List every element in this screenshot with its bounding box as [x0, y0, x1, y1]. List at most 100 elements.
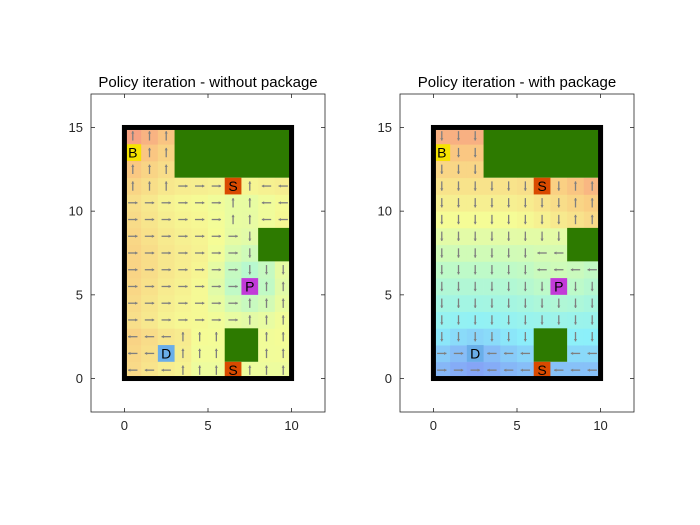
- policy-arrow-up: [181, 348, 185, 359]
- policy-arrow-down: [557, 214, 561, 225]
- x-tick-label: 10: [593, 418, 607, 433]
- policy-arrow-right: [437, 351, 447, 356]
- policy-arrow-down: [523, 181, 527, 191]
- policy-arrow-right: [144, 201, 155, 205]
- policy-arrow-right: [228, 284, 238, 289]
- policy-arrow-down: [490, 181, 494, 191]
- policy-arrow-down: [523, 281, 527, 292]
- policy-arrow-right: [144, 301, 155, 305]
- policy-arrow-left: [144, 368, 155, 372]
- grid-marker-b: B: [433, 144, 451, 161]
- policy-arrow-down: [507, 248, 511, 258]
- policy-arrow-down: [440, 131, 444, 141]
- policy-arrow-up: [147, 164, 152, 174]
- policy-arrow-right: [128, 217, 138, 222]
- grid-marker-s: S: [224, 361, 242, 379]
- policy-arrow-down: [456, 265, 461, 275]
- grid-marker-s: S: [533, 177, 551, 195]
- marker-label: S: [537, 178, 546, 194]
- policy-arrow-up: [590, 214, 594, 225]
- grid-marker-s: S: [224, 177, 242, 195]
- policy-arrow-left: [278, 184, 288, 188]
- policy-arrow-up: [214, 365, 218, 375]
- policy-arrow-up: [214, 348, 218, 359]
- policy-arrow-left: [570, 351, 581, 356]
- policy-arrow-left: [128, 335, 138, 339]
- policy-arrow-up: [231, 198, 235, 208]
- policy-arrow-down: [590, 315, 594, 325]
- policy-arrow-down: [507, 315, 511, 325]
- policy-arrow-right: [128, 268, 138, 272]
- policy-arrow-left: [570, 368, 581, 372]
- policy-arrow-left: [503, 351, 514, 356]
- policy-arrow-down: [473, 214, 477, 225]
- policy-arrow-right: [453, 351, 464, 356]
- policy-arrow-up: [281, 281, 285, 292]
- policy-arrow-down: [507, 298, 511, 308]
- policy-arrow-up: [248, 365, 252, 375]
- policy-arrow-up: [590, 198, 594, 208]
- left-policy-axes: B S P D S 0 5 10 0 5 10 15 Policy iteration - withou…: [69, 74, 326, 433]
- policy-arrow-right: [178, 234, 188, 238]
- y-tick-label: 10: [69, 204, 83, 219]
- policy-arrow-left: [487, 351, 497, 356]
- policy-arrow-up: [164, 131, 168, 141]
- policy-arrow-down: [523, 265, 527, 275]
- policy-arrow-down: [456, 315, 461, 325]
- policy-arrow-down: [456, 181, 461, 191]
- policy-arrow-down: [473, 147, 477, 158]
- policy-arrow-right: [178, 251, 188, 255]
- policy-arrow-down: [440, 231, 444, 241]
- heatmap-cells: [433, 127, 601, 379]
- y-tick-label: 0: [76, 371, 83, 386]
- policy-arrow-down: [456, 214, 461, 225]
- policy-arrow-up: [281, 348, 285, 359]
- policy-arrow-up: [590, 181, 594, 191]
- policy-arrow-right: [178, 217, 188, 222]
- obstacle-block: [483, 127, 601, 178]
- grid-marker-d: D: [157, 345, 175, 362]
- policy-arrow-right: [178, 268, 188, 272]
- policy-arrow-right: [228, 251, 238, 255]
- policy-arrow-up: [147, 181, 152, 191]
- policy-arrow-up: [198, 348, 202, 359]
- policy-arrow-right: [161, 318, 171, 322]
- chart-title: Policy iteration - without package: [98, 74, 317, 91]
- policy-arrow-up: [264, 332, 269, 342]
- policy-arrow-down: [456, 131, 461, 141]
- policy-arrow-left: [587, 351, 597, 356]
- policy-arrow-right: [161, 201, 171, 205]
- policy-arrow-down: [490, 315, 494, 325]
- policy-arrow-right: [144, 251, 155, 255]
- policy-arrow-right: [211, 201, 222, 205]
- policy-arrow-down: [440, 248, 444, 258]
- grid-marker-p: P: [550, 278, 568, 295]
- policy-arrow-down: [473, 198, 477, 208]
- policy-arrow-down: [590, 298, 594, 308]
- policy-arrow-right: [128, 201, 138, 205]
- policy-arrow-left: [261, 217, 272, 222]
- policy-arrow-down: [264, 265, 269, 275]
- policy-arrow-up: [248, 181, 252, 191]
- policy-arrow-left: [278, 217, 288, 222]
- policy-arrow-down: [490, 198, 494, 208]
- policy-arrow-down: [440, 265, 444, 275]
- policy-arrow-right: [437, 368, 447, 372]
- policy-arrow-up: [131, 181, 135, 191]
- policy-arrow-down: [507, 214, 511, 225]
- policy-arrow-right: [228, 318, 238, 322]
- policy-arrow-right: [211, 268, 222, 272]
- policy-arrow-down: [490, 332, 494, 342]
- policy-arrow-down: [540, 231, 544, 241]
- y-tick-label: 5: [385, 287, 392, 302]
- policy-arrow-right: [161, 268, 171, 272]
- policy-arrow-down: [456, 332, 461, 342]
- policy-arrow-left: [537, 268, 547, 272]
- policy-arrow-right: [144, 268, 155, 272]
- grid-marker-s: S: [533, 361, 551, 379]
- marker-label: S: [228, 362, 237, 378]
- policy-arrow-up: [573, 181, 578, 191]
- policy-arrow-down: [490, 281, 494, 292]
- policy-arrow-down: [473, 265, 477, 275]
